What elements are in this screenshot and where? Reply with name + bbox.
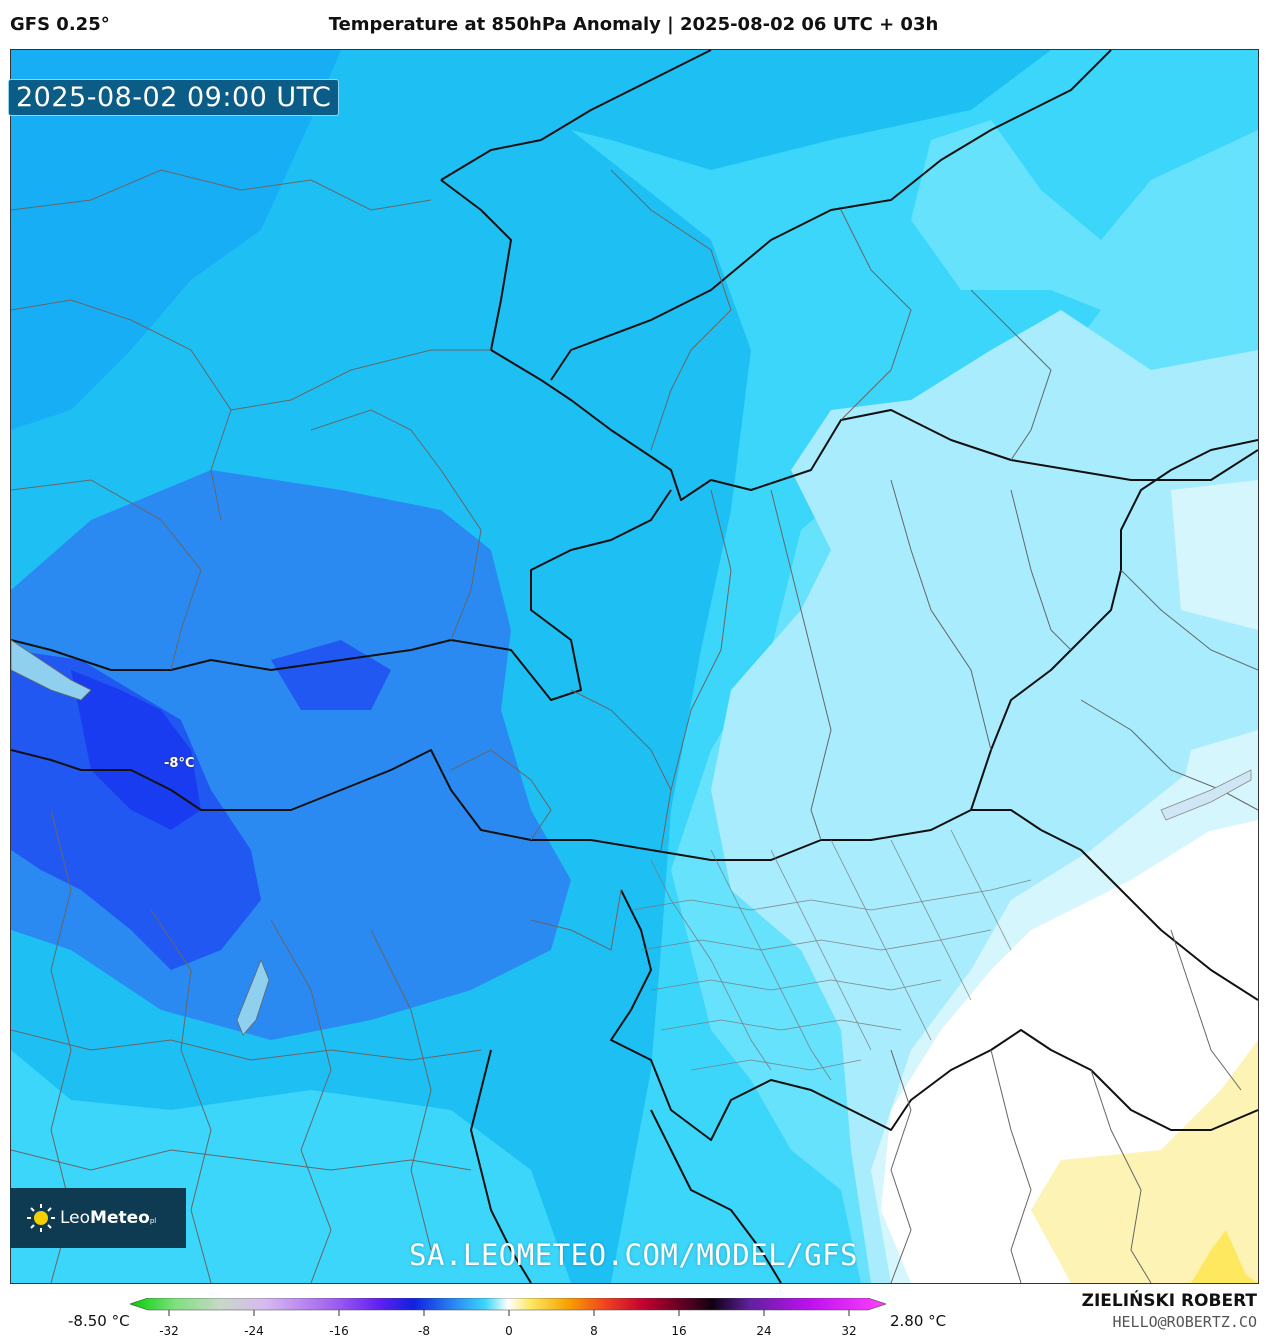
source-watermark: SA.LEOMETEO.COM/MODEL/GFS: [409, 1238, 858, 1272]
legend-tick: -8: [418, 1324, 430, 1338]
min-temp-label: -8°C: [164, 756, 195, 771]
legend-tick: 16: [671, 1324, 687, 1338]
author-name: ZIELIŃSKI ROBERT: [1081, 1291, 1257, 1311]
legend-tick: 0: [505, 1324, 513, 1338]
region-borders: [11, 169, 1258, 1283]
lake-balaton: [1160, 769, 1252, 821]
legend-tick: 8: [590, 1324, 598, 1338]
valid-time-badge: 2025-08-02 09:00 UTC: [8, 79, 340, 116]
author-email: HELLO@ROBERTZ.CO: [1112, 1313, 1258, 1331]
anomaly-zone-positive-1: [1031, 1040, 1258, 1283]
anomaly-zone-ne-pale: [1171, 480, 1258, 630]
logo-text: LeoMeteopl: [60, 1208, 157, 1228]
model-name: GFS 0.25°: [10, 14, 110, 35]
legend-tick: -24: [244, 1324, 264, 1338]
map-area: [10, 49, 1259, 1284]
sun-icon: [26, 1203, 56, 1233]
legend-max-label: 2.80 °C: [890, 1312, 947, 1330]
legend-tick: 32: [841, 1324, 857, 1338]
legend-tick: 24: [756, 1324, 772, 1338]
lake-garda: [236, 958, 270, 1036]
anomaly-zone-se-pale: [1171, 730, 1258, 840]
legend-tick: -32: [159, 1324, 179, 1338]
municipal-grid: [630, 829, 1032, 1081]
legend-colorbar: [130, 1298, 886, 1316]
legend-tick: -16: [329, 1324, 349, 1338]
country-borders: [11, 50, 1258, 1283]
leometeo-logo: LeoMeteopl: [10, 1188, 186, 1248]
anomaly-zone-nw: [11, 50, 341, 430]
chart-title: Temperature at 850hPa Anomaly | 2025-08-…: [328, 14, 939, 35]
lake-geneva: [11, 639, 92, 701]
map-canvas: [11, 50, 1258, 1283]
legend-min-label: -8.50 °C: [68, 1312, 130, 1330]
anomaly-zone-positive-2: [1191, 1230, 1258, 1283]
color-legend: -8.50 °C: [0, 1290, 1267, 1338]
anomaly-zone-west-9: [71, 670, 201, 830]
